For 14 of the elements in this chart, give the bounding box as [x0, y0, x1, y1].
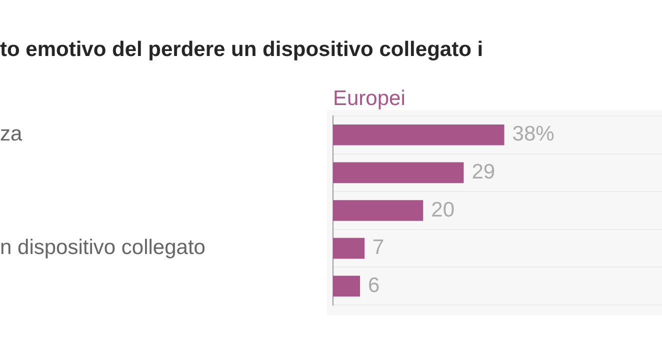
bar — [333, 238, 365, 259]
data-label: 38% — [512, 122, 554, 146]
y-tick-label: za — [0, 122, 22, 146]
data-label: 7 — [372, 236, 384, 260]
chart-title: to emotivo del perdere un dispositivo collegato i — [0, 38, 484, 61]
series-label: Europei — [333, 86, 406, 110]
data-label: 20 — [431, 198, 454, 222]
bar — [333, 276, 360, 296]
y-tick-label: n dispositivo collegato — [0, 236, 206, 260]
data-label: 29 — [472, 160, 496, 184]
bar — [333, 162, 464, 184]
bar — [333, 200, 424, 221]
data-label: 6 — [368, 274, 380, 297]
bar — [333, 124, 504, 146]
